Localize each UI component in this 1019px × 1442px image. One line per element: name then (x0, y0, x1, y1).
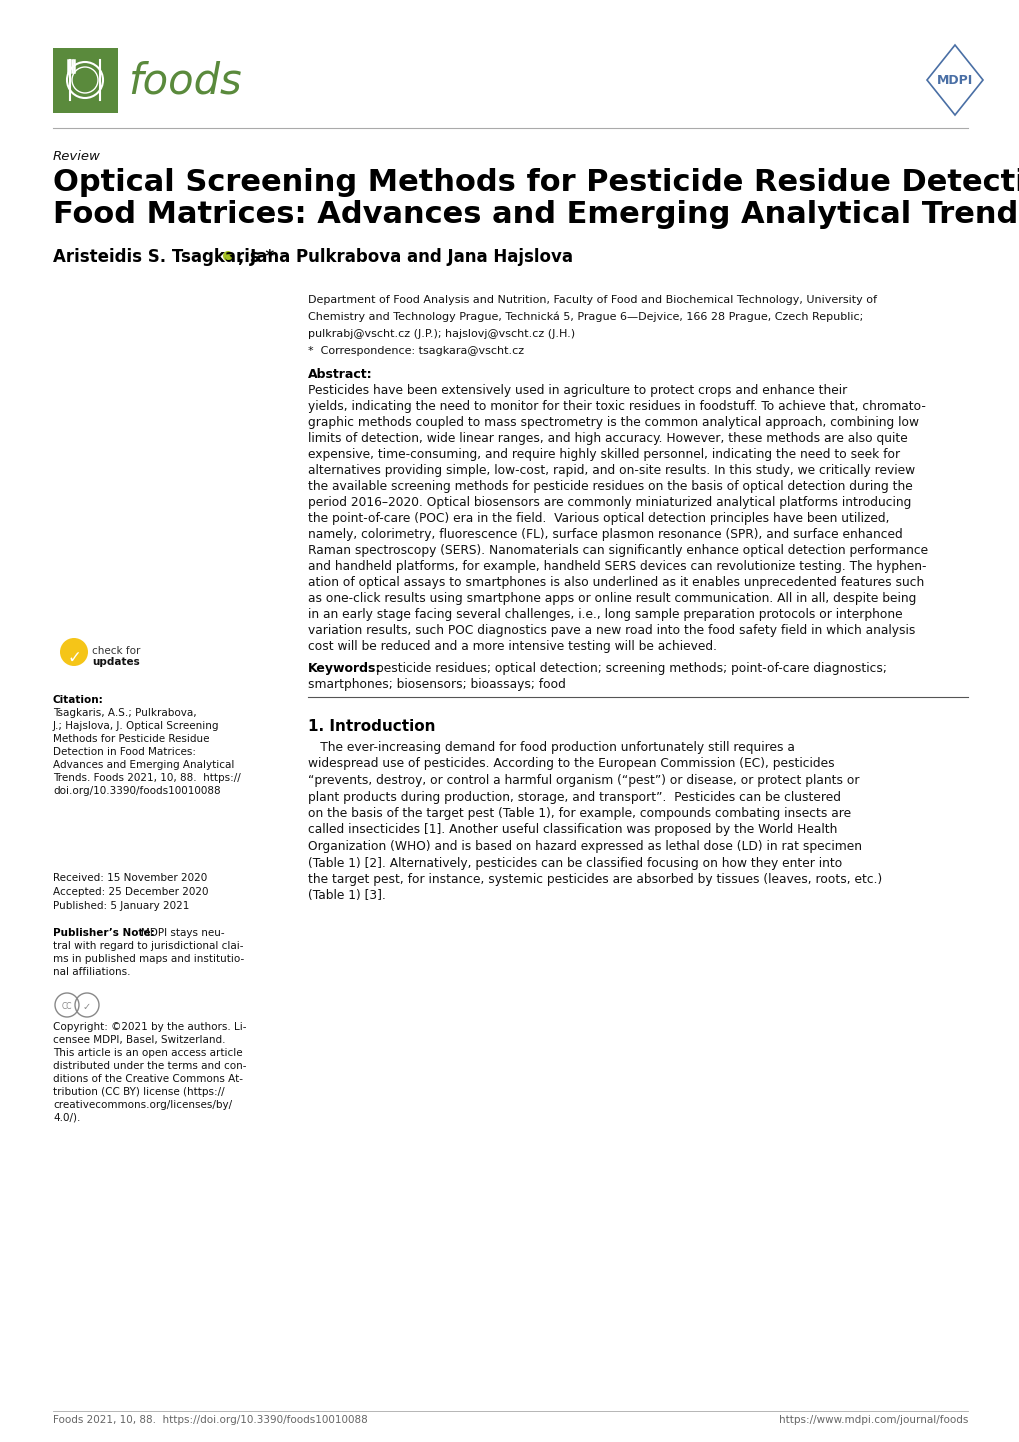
Circle shape (223, 251, 232, 261)
Text: Detection in Food Matrices:: Detection in Food Matrices: (53, 747, 196, 757)
Text: “prevents, destroy, or control a harmful organism (“pest”) or disease, or protec: “prevents, destroy, or control a harmful… (308, 774, 859, 787)
Text: ●: ● (225, 254, 231, 260)
Text: Organization (WHO) and is based on hazard expressed as lethal dose (LD) in rat s: Organization (WHO) and is based on hazar… (308, 841, 861, 854)
Text: This article is an open access article: This article is an open access article (53, 1048, 243, 1058)
Text: the point-of-care (POC) era in the field.  Various optical detection principles : the point-of-care (POC) era in the field… (308, 512, 889, 525)
Text: expensive, time-consuming, and require highly skilled personnel, indicating the : expensive, time-consuming, and require h… (308, 448, 899, 461)
Text: Copyright: ©2021 by the authors. Li-: Copyright: ©2021 by the authors. Li- (53, 1022, 247, 1032)
Text: pesticide residues; optical detection; screening methods; point-of-care diagnost: pesticide residues; optical detection; s… (376, 662, 886, 675)
Text: CC: CC (62, 1002, 72, 1011)
Text: doi.org/10.3390/foods10010088: doi.org/10.3390/foods10010088 (53, 786, 220, 796)
Text: ation of optical assays to smartphones is also underlined as it enables unpreced: ation of optical assays to smartphones i… (308, 575, 923, 588)
Text: Abstract:: Abstract: (308, 368, 372, 381)
Text: tribution (CC BY) license (https://: tribution (CC BY) license (https:// (53, 1087, 224, 1097)
Text: and handheld platforms, for example, handheld SERS devices can revolutionize tes: and handheld platforms, for example, han… (308, 559, 925, 572)
Text: Publisher’s Note:: Publisher’s Note: (53, 929, 155, 937)
Text: alternatives providing simple, low-cost, rapid, and on-site results. In this stu: alternatives providing simple, low-cost,… (308, 464, 914, 477)
Text: Department of Food Analysis and Nutrition, Faculty of Food and Biochemical Techn: Department of Food Analysis and Nutritio… (308, 296, 876, 306)
Text: (Table 1) [2]. Alternatively, pesticides can be classified focusing on how they : (Table 1) [2]. Alternatively, pesticides… (308, 857, 842, 870)
Text: Citation:: Citation: (53, 695, 104, 705)
Text: Accepted: 25 December 2020: Accepted: 25 December 2020 (53, 887, 208, 897)
Text: period 2016–2020. Optical biosensors are commonly miniaturized analytical platfo: period 2016–2020. Optical biosensors are… (308, 496, 911, 509)
Text: Raman spectroscopy (SERS). Nanomaterials can significantly enhance optical detec: Raman spectroscopy (SERS). Nanomaterials… (308, 544, 927, 557)
Circle shape (60, 637, 88, 666)
Text: yields, indicating the need to monitor for their toxic residues in foodstuff. To: yields, indicating the need to monitor f… (308, 399, 925, 412)
Text: Food Matrices: Advances and Emerging Analytical Trends: Food Matrices: Advances and Emerging Ana… (53, 200, 1019, 229)
Text: variation results, such POC diagnostics pave a new road into the food safety fie: variation results, such POC diagnostics … (308, 624, 914, 637)
Text: Foods 2021, 10, 88.  https://doi.org/10.3390/foods10010088: Foods 2021, 10, 88. https://doi.org/10.3… (53, 1415, 368, 1425)
Text: Methods for Pesticide Residue: Methods for Pesticide Residue (53, 734, 209, 744)
Text: https://www.mdpi.com/journal/foods: https://www.mdpi.com/journal/foods (777, 1415, 967, 1425)
Text: ✓: ✓ (67, 649, 81, 668)
Text: in an early stage facing several challenges, i.e., long sample preparation proto: in an early stage facing several challen… (308, 609, 902, 622)
Text: ✓: ✓ (83, 1002, 91, 1012)
Text: namely, colorimetry, fluorescence (FL), surface plasmon resonance (SPR), and sur: namely, colorimetry, fluorescence (FL), … (308, 528, 902, 541)
Text: Trends. Foods 2021, 10, 88.  https://: Trends. Foods 2021, 10, 88. https:// (53, 773, 240, 783)
Text: check for: check for (92, 646, 141, 656)
Text: ditions of the Creative Commons At-: ditions of the Creative Commons At- (53, 1074, 243, 1084)
Text: plant products during production, storage, and transport”.  Pesticides can be cl: plant products during production, storag… (308, 790, 841, 803)
Text: pulkrabj@vscht.cz (J.P.); hajslovj@vscht.cz (J.H.): pulkrabj@vscht.cz (J.P.); hajslovj@vscht… (308, 329, 575, 339)
Text: cost will be reduced and a more intensive testing will be achieved.: cost will be reduced and a more intensiv… (308, 640, 716, 653)
Text: MDPI: MDPI (936, 74, 972, 87)
Text: Optical Screening Methods for Pesticide Residue Detection in: Optical Screening Methods for Pesticide … (53, 169, 1019, 198)
Text: creativecommons.org/licenses/by/: creativecommons.org/licenses/by/ (53, 1100, 232, 1110)
Text: (Table 1) [3].: (Table 1) [3]. (308, 890, 385, 903)
Text: distributed under the terms and con-: distributed under the terms and con- (53, 1061, 247, 1071)
Text: The ever-increasing demand for food production unfortunately still requires a: The ever-increasing demand for food prod… (308, 741, 794, 754)
Text: the available screening methods for pesticide residues on the basis of optical d: the available screening methods for pest… (308, 480, 912, 493)
Text: *  Correspondence: tsagkara@vscht.cz: * Correspondence: tsagkara@vscht.cz (308, 346, 524, 356)
Text: tral with regard to jurisdictional clai-: tral with regard to jurisdictional clai- (53, 942, 244, 952)
Text: MDPI stays neu-: MDPI stays neu- (141, 929, 224, 937)
Text: widespread use of pesticides. According to the European Commission (EC), pestici: widespread use of pesticides. According … (308, 757, 834, 770)
Text: limits of detection, wide linear ranges, and high accuracy. However, these metho: limits of detection, wide linear ranges,… (308, 433, 907, 446)
Text: , Jana Pulkrabova and Jana Hajslova: , Jana Pulkrabova and Jana Hajslova (237, 248, 573, 265)
Text: smartphones; biosensors; bioassays; food: smartphones; biosensors; bioassays; food (308, 678, 566, 691)
Text: ms in published maps and institutio-: ms in published maps and institutio- (53, 955, 244, 965)
Text: 4.0/).: 4.0/). (53, 1113, 81, 1123)
Text: Aristeidis S. Tsagkaris *: Aristeidis S. Tsagkaris * (53, 248, 274, 265)
Text: censee MDPI, Basel, Switzerland.: censee MDPI, Basel, Switzerland. (53, 1035, 225, 1045)
Text: foods: foods (127, 61, 242, 102)
Text: graphic methods coupled to mass spectrometry is the common analytical approach, : graphic methods coupled to mass spectrom… (308, 415, 918, 430)
Text: Keywords:: Keywords: (308, 662, 381, 675)
Bar (53, 48, 118, 112)
Text: Received: 15 November 2020: Received: 15 November 2020 (53, 872, 207, 883)
Text: the target pest, for instance, systemic pesticides are absorbed by tissues (leav: the target pest, for instance, systemic … (308, 872, 881, 885)
Text: Chemistry and Technology Prague, Technická 5, Prague 6—Dejvice, 166 28 Prague, C: Chemistry and Technology Prague, Technic… (308, 311, 862, 323)
Text: Advances and Emerging Analytical: Advances and Emerging Analytical (53, 760, 234, 770)
Text: J.; Hajslova, J. Optical Screening: J.; Hajslova, J. Optical Screening (53, 721, 219, 731)
Text: 1. Introduction: 1. Introduction (308, 720, 435, 734)
Text: Pesticides have been extensively used in agriculture to protect crops and enhanc: Pesticides have been extensively used in… (308, 384, 847, 397)
Text: called insecticides [1]. Another useful classification was proposed by the World: called insecticides [1]. Another useful … (308, 823, 837, 836)
Text: Tsagkaris, A.S.; Pulkrabova,: Tsagkaris, A.S.; Pulkrabova, (53, 708, 197, 718)
Text: updates: updates (92, 658, 140, 668)
Text: Review: Review (53, 150, 101, 163)
Text: on the basis of the target pest (Table 1), for example, compounds combating inse: on the basis of the target pest (Table 1… (308, 808, 850, 820)
Text: Published: 5 January 2021: Published: 5 January 2021 (53, 901, 190, 911)
Text: as one-click results using smartphone apps or online result communication. All i: as one-click results using smartphone ap… (308, 593, 915, 606)
Text: nal affiliations.: nal affiliations. (53, 968, 130, 978)
